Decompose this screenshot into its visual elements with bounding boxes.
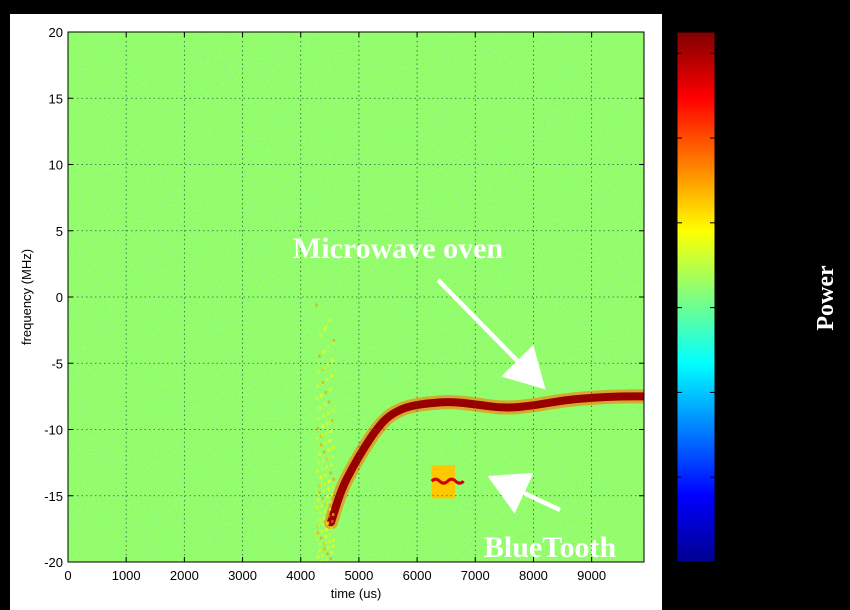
x-tick-label: 6000 [403,568,432,583]
y-tick-label: -10 [44,423,63,438]
x-tick-label: 5000 [344,568,373,583]
x-tick-label: 2000 [170,568,199,583]
annotations: Microwave oven BlueTooth [293,232,617,564]
colorbar-tick-label: -40 [719,131,738,146]
x-axis-label: time (us) [331,586,382,601]
x-axis-ticks: 0 1000 2000 3000 4000 5000 6000 7000 8000 9000 [64,32,606,583]
signal-layer [315,303,644,562]
colorbar-ticks: -20 -40 -60 -80 -100 -120 [677,46,745,485]
x-tick-label: 4000 [286,568,315,583]
y-axis-ticks: -20 -15 -10 -5 0 5 10 15 20 [44,25,644,570]
microwave-sweep [326,392,644,527]
x-tick-label: 7000 [461,568,490,583]
annotation-arrow [436,278,546,390]
colorbar-tick-label: -20 [719,46,738,61]
bluetooth-center [430,477,465,485]
x-tick-label: 8000 [519,568,548,583]
y-tick-label: 10 [49,158,63,173]
x-tick-label: 3000 [228,568,257,583]
annotation-arrow [487,472,561,514]
wideband-burst [315,303,336,562]
y-axis-label: frequency (MHz) [19,249,34,345]
colorbar-tick-label: -120 [719,470,745,485]
x-tick-label: 9000 [577,568,606,583]
y-tick-label: 0 [56,290,63,305]
y-tick-label: 5 [56,224,63,239]
y-tick-label: -20 [44,555,63,570]
y-tick-label: -5 [51,356,63,371]
y-tick-label: -15 [44,489,63,504]
grid-lines [68,32,644,562]
plot-area [68,32,644,562]
annotation-label: BlueTooth [484,531,617,564]
y-tick-label: 15 [49,91,63,106]
y-tick-label: 20 [49,25,63,40]
colorbar-tick-label: -80 [719,301,738,316]
colorbar [676,31,716,563]
x-tick-label: 1000 [112,568,141,583]
colorbar-label: Power [813,265,839,331]
annotation-label: Microwave oven [293,232,504,265]
colorbar-tick-label: -100 [719,385,745,400]
x-tick-label: 0 [64,568,71,583]
colorbar-tick-label: -60 [719,216,738,231]
